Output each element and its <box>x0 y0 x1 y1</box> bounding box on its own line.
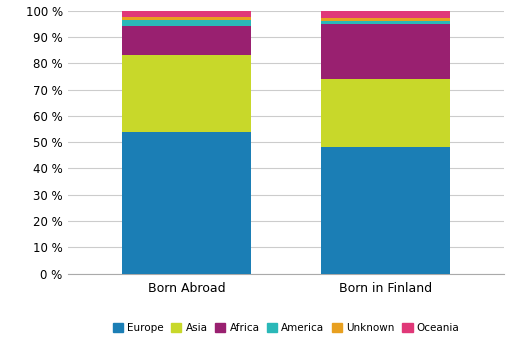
Bar <box>122 26 251 55</box>
Bar <box>321 24 450 79</box>
Bar <box>321 21 450 24</box>
Bar <box>321 11 450 18</box>
Bar <box>321 147 450 274</box>
Bar <box>122 132 251 274</box>
Bar <box>122 11 251 17</box>
Legend: Europe, Asia, Africa, America, Unknown, Oceania: Europe, Asia, Africa, America, Unknown, … <box>108 318 464 337</box>
Bar <box>321 79 450 147</box>
Bar <box>122 20 251 26</box>
Bar <box>321 19 450 21</box>
Bar <box>122 17 251 20</box>
Bar <box>122 55 251 132</box>
